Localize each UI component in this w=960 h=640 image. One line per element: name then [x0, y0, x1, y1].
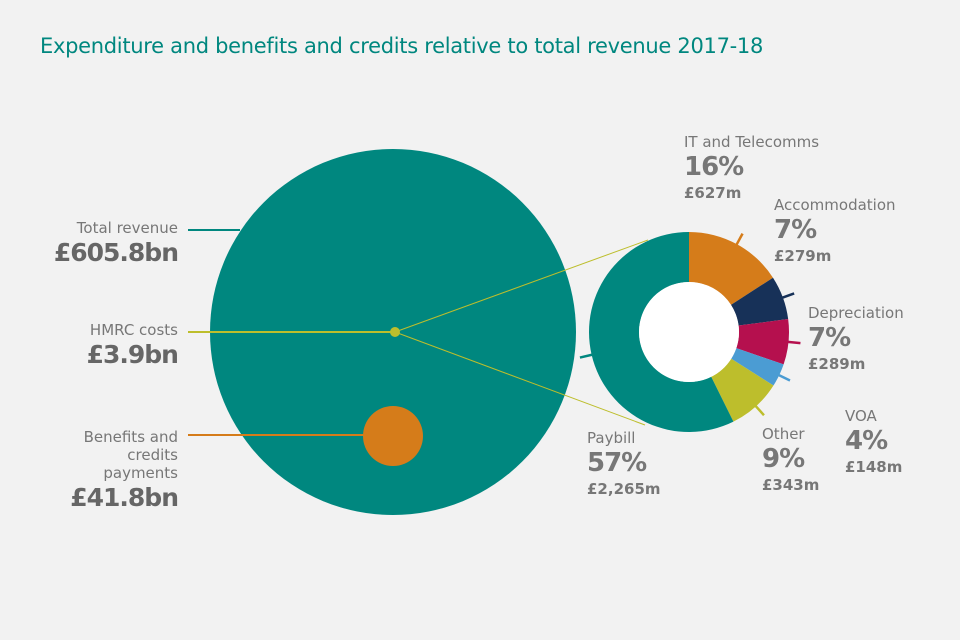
label-percent: 57%	[587, 448, 647, 478]
benefits-circle	[363, 406, 423, 466]
label-name: Other	[762, 425, 805, 443]
donut-hole	[639, 282, 739, 382]
label-accommodation: Accommodation 7% £279m	[774, 196, 896, 266]
zoom-line-bottom	[394, 331, 646, 426]
donut-leader-2	[786, 340, 801, 345]
label-percent: 16%	[684, 152, 744, 182]
donut-slice-4	[711, 358, 774, 422]
label-value: £289m	[808, 355, 866, 373]
label-value: £41.8bn	[70, 483, 179, 512]
label-value: £2,265m	[587, 480, 661, 498]
label-total-revenue: Total revenue £605.8bn	[8, 219, 179, 269]
label-value: £605.8bn	[53, 238, 179, 267]
label-value: £627m	[684, 184, 742, 202]
donut	[579, 232, 801, 433]
donut-slice-2	[736, 319, 789, 365]
label-value: £279m	[774, 247, 832, 265]
label-name: HMRC costs	[89, 321, 178, 339]
label-name: Benefits and credits payments	[83, 428, 178, 482]
label-value: £343m	[762, 476, 820, 494]
donut-slice-3	[731, 348, 784, 386]
chart-title: Expenditure and benefits and credits rel…	[40, 34, 764, 58]
label-other: Other 9% £343m	[762, 425, 819, 495]
donut-slice-1	[730, 277, 789, 326]
label-benefits: Benefits and credits payments £41.8bn	[8, 428, 179, 514]
label-voa: VOA 4% £148m	[845, 407, 902, 477]
donut-leader-5	[579, 353, 594, 359]
donut-leader-4	[753, 403, 765, 417]
label-name: Total revenue	[76, 219, 178, 237]
donut-slice-0	[689, 232, 773, 305]
label-paybill: Paybill 57% £2,265m	[587, 429, 661, 499]
label-percent: 4%	[845, 426, 888, 456]
label-it: IT and Telecomms 16% £627m	[684, 133, 819, 203]
label-value: £148m	[845, 458, 903, 476]
zoom-line-top	[394, 239, 649, 333]
label-percent: 7%	[808, 323, 851, 353]
donut-leader-3	[776, 373, 791, 382]
donut-leader-0	[734, 233, 744, 247]
label-percent: 7%	[774, 215, 817, 245]
label-depreciation: Depreciation 7% £289m	[808, 304, 904, 374]
label-name: Depreciation	[808, 304, 904, 322]
label-hmrc-costs: HMRC costs £3.9bn	[8, 321, 179, 371]
label-percent: 9%	[762, 444, 805, 474]
hmrc-dot	[390, 327, 400, 337]
label-name: VOA	[845, 407, 877, 425]
label-name: IT and Telecomms	[684, 133, 820, 151]
label-name: Paybill	[587, 429, 636, 447]
label-value: £3.9bn	[86, 340, 179, 369]
donut-slice-5	[588, 232, 734, 433]
donut-leader-1	[780, 292, 795, 300]
label-name: Accommodation	[774, 196, 896, 214]
